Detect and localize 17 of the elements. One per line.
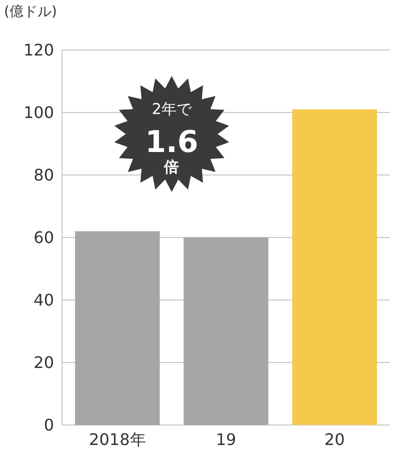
annotation: 1.6 (145, 125, 198, 160)
annotation: 倍 (163, 158, 180, 176)
annotation: 2年で (152, 100, 192, 118)
bar (75, 231, 160, 425)
y-tick-label: 120 (23, 40, 54, 60)
x-tick-label: 2018年 (89, 430, 146, 449)
y-tick-label: 20 (34, 353, 54, 372)
y-tick-label: 40 (34, 290, 54, 310)
bar (292, 109, 377, 425)
y-tick-label: 100 (23, 103, 54, 122)
x-tick-label: 20 (324, 430, 345, 449)
y-axis-title: (億ドル) (4, 4, 57, 20)
y-tick-label: 60 (34, 228, 54, 248)
bar (184, 238, 268, 425)
y-tick-label: 0 (44, 416, 54, 435)
x-tick-label: 19 (216, 430, 236, 449)
y-tick-label: 80 (34, 166, 54, 185)
